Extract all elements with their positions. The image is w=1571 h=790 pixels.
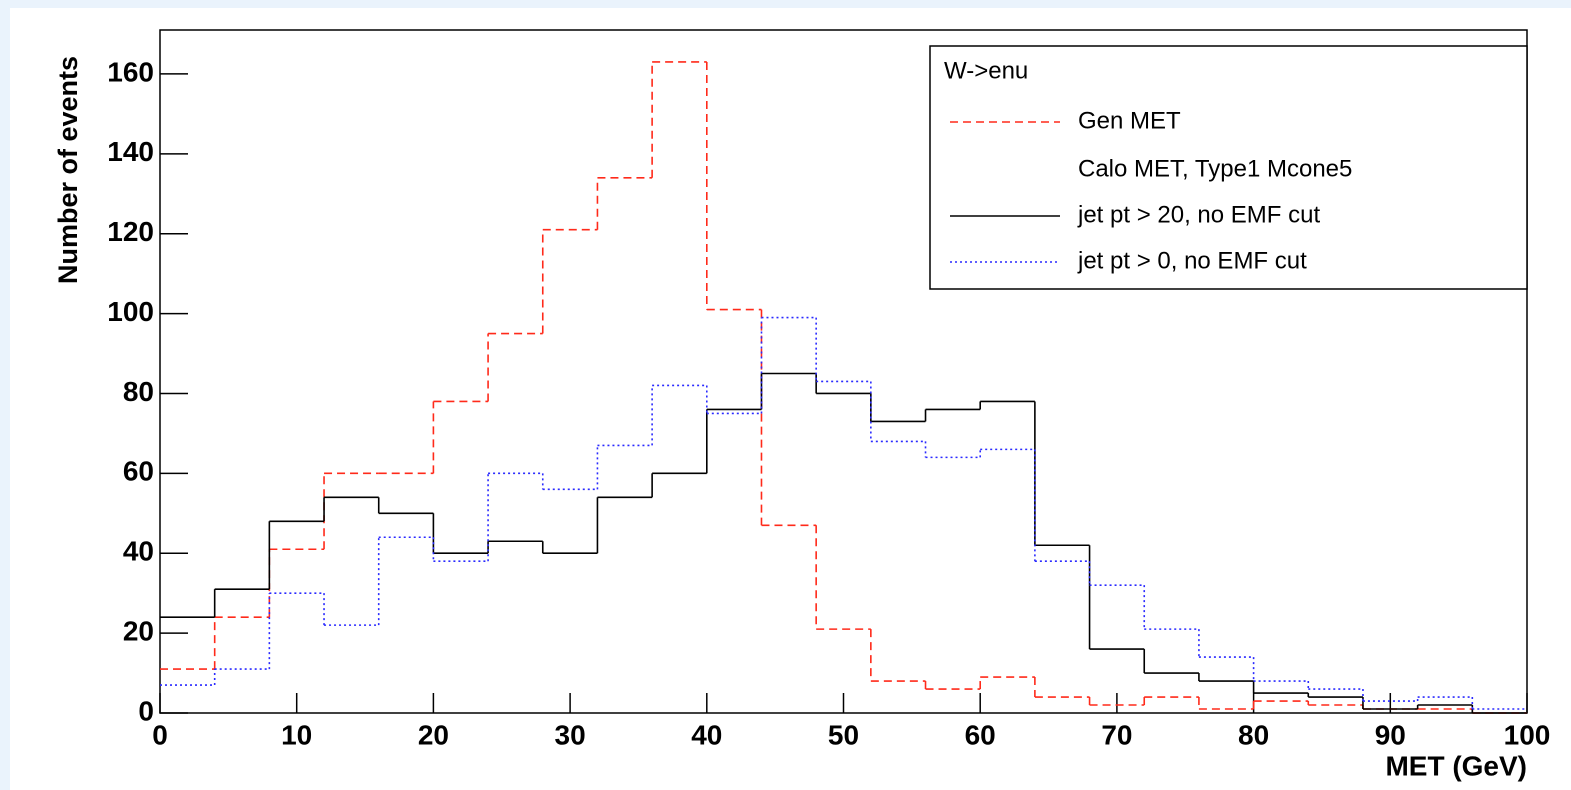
y-tick-label: 40 [123, 536, 154, 567]
y-axis-label: Number of events [53, 56, 83, 284]
x-tick-label: 30 [555, 719, 586, 750]
x-tick-label: 50 [828, 719, 859, 750]
legend-label: jet pt > 0, no EMF cut [1077, 247, 1307, 274]
x-axis-label: MET (GeV) [1385, 750, 1527, 781]
legend-title: W->enu [944, 57, 1028, 84]
y-tick-label: 140 [107, 136, 154, 167]
x-tick-label: 100 [1504, 719, 1551, 750]
x-tick-label: 60 [965, 719, 996, 750]
legend-label: Gen MET [1078, 107, 1181, 134]
y-tick-label: 60 [123, 456, 154, 487]
x-tick-label: 0 [152, 719, 168, 750]
legend-note: Calo MET, Type1 Mcone5 [1078, 155, 1352, 182]
x-tick-label: 40 [691, 719, 722, 750]
y-tick-label: 20 [123, 616, 154, 647]
y-tick-label: 160 [107, 56, 154, 87]
x-tick-label: 10 [281, 719, 312, 750]
y-tick-label: 80 [123, 376, 154, 407]
x-tick-label: 70 [1101, 719, 1132, 750]
y-tick-label: 100 [107, 296, 154, 327]
legend-label: jet pt > 20, no EMF cut [1077, 201, 1320, 228]
x-tick-label: 20 [418, 719, 449, 750]
x-tick-label: 90 [1375, 719, 1406, 750]
x-tick-label: 80 [1238, 719, 1269, 750]
y-tick-label: 120 [107, 216, 154, 247]
legend-box [929, 45, 1528, 290]
y-tick-label: 0 [138, 695, 154, 726]
